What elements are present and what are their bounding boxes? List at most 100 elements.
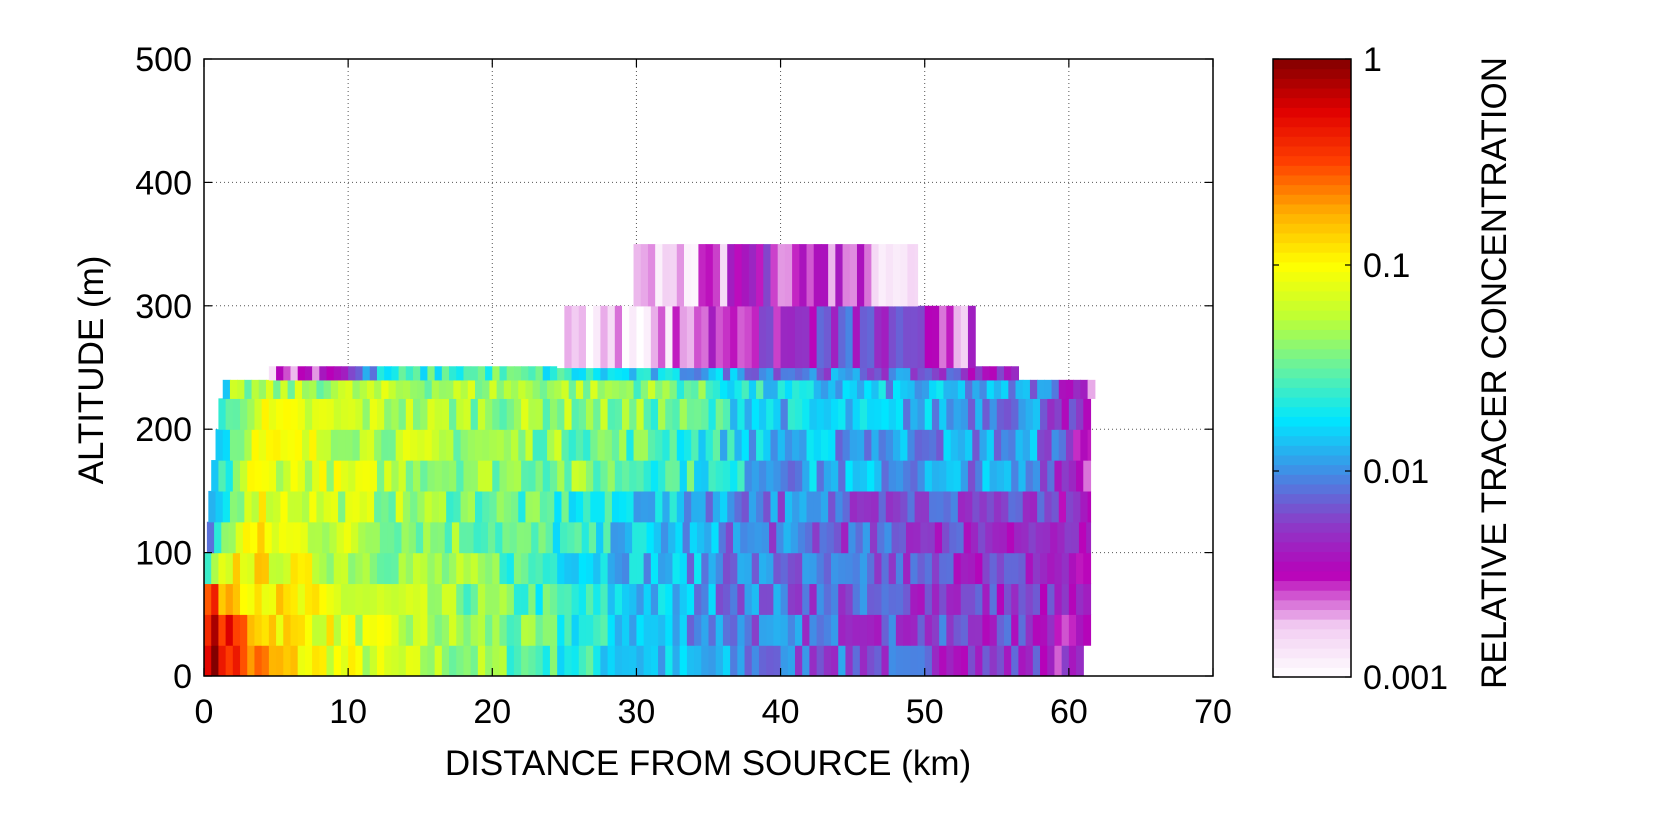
- heatmap-cell: [485, 614, 493, 646]
- heatmap-cell: [622, 583, 630, 615]
- heatmap-cell: [564, 645, 573, 676]
- heatmap-cell: [405, 398, 414, 430]
- heatmap-cell: [748, 244, 757, 307]
- heatmap-cell: [895, 460, 904, 492]
- heatmap-cell: [309, 379, 318, 399]
- colorbar-segment: [1273, 474, 1351, 485]
- heatmap-cell: [506, 460, 515, 492]
- heatmap-cell: [376, 645, 385, 676]
- heatmap-cell: [633, 429, 642, 461]
- heatmap-cell: [1003, 366, 1012, 381]
- heatmap-cell: [578, 614, 587, 646]
- heatmap-cell: [470, 583, 479, 615]
- heatmap-cell: [466, 521, 475, 554]
- heatmap-cell: [691, 490, 700, 523]
- heatmap-cell: [867, 645, 875, 676]
- heatmap-cell: [463, 583, 472, 615]
- heatmap-cell: [593, 460, 601, 492]
- heatmap-cell: [758, 460, 767, 492]
- heatmap-cell: [996, 583, 1005, 615]
- heatmap-cell: [1078, 521, 1087, 554]
- heatmap-cell: [538, 521, 547, 554]
- heatmap-cell: [395, 429, 404, 461]
- heatmap-cell: [456, 552, 465, 585]
- heatmap-cell: [885, 490, 894, 523]
- heatmap-cell: [856, 379, 865, 399]
- plot-frame: [203, 58, 1214, 677]
- heatmap-cell: [730, 552, 738, 585]
- heatmap-cell: [302, 429, 310, 461]
- heatmap-cell: [730, 583, 738, 615]
- heatmap-cell: [776, 521, 785, 554]
- heatmap-cell: [521, 366, 529, 381]
- heatmap-cell: [982, 583, 991, 615]
- heatmap-cell: [893, 490, 901, 523]
- heatmap-cell: [849, 379, 858, 399]
- heatmap-cell: [737, 366, 746, 381]
- heatmap-cell: [1054, 398, 1063, 430]
- heatmap-cell: [225, 398, 234, 430]
- heatmap-cell: [845, 460, 854, 492]
- heatmap-cell: [914, 429, 923, 461]
- heatmap-cell: [831, 645, 839, 676]
- colorbar-segment: [1273, 319, 1351, 330]
- heatmap-cell: [676, 379, 685, 399]
- heatmap-cell: [338, 429, 346, 461]
- heatmap-cell: [1076, 583, 1084, 615]
- heatmap-cell: [636, 460, 645, 492]
- heatmap-cell: [359, 429, 368, 461]
- heatmap-cell: [1001, 379, 1009, 399]
- heatmap-cell: [828, 244, 836, 307]
- heatmap-cell: [679, 645, 688, 676]
- heatmap-cell: [967, 583, 976, 615]
- heatmap-cell: [614, 552, 623, 585]
- heatmap-cell: [379, 521, 388, 554]
- heatmap-cell: [459, 521, 467, 554]
- heatmap-cell: [1061, 583, 1070, 615]
- heatmap-cell: [575, 490, 584, 523]
- heatmap-cell: [307, 521, 316, 554]
- heatmap-cell: [950, 490, 959, 523]
- heatmap-cell: [590, 490, 599, 523]
- heatmap-cell: [225, 583, 234, 615]
- heatmap-cell: [1068, 398, 1077, 430]
- heatmap-cell: [1068, 614, 1077, 646]
- heatmap-cell: [878, 490, 887, 523]
- heatmap-cell: [247, 645, 256, 676]
- heatmap-cell: [423, 521, 431, 554]
- heatmap-cell: [413, 614, 421, 646]
- heatmap-cell: [489, 379, 498, 399]
- heatmap-cell: [917, 614, 926, 646]
- heatmap-cell: [518, 429, 527, 461]
- heatmap-cell: [730, 460, 738, 492]
- heatmap-cell: [254, 614, 263, 646]
- heatmap-cell: [856, 244, 865, 307]
- heatmap-cell: [312, 583, 320, 615]
- heatmap-cell: [751, 552, 760, 585]
- heatmap-cell: [669, 379, 678, 399]
- heatmap-cell: [953, 614, 962, 646]
- heatmap-cell: [384, 460, 392, 492]
- heatmap-cell: [859, 366, 868, 381]
- colorbar-segment: [1273, 145, 1351, 157]
- heatmap-cell: [737, 305, 746, 369]
- heatmap-cell: [797, 521, 806, 554]
- heatmap-cell: [513, 583, 522, 615]
- heatmap-cell: [957, 379, 966, 399]
- heatmap-cell: [302, 379, 310, 399]
- heatmap-cell: [694, 614, 702, 646]
- heatmap-cell: [881, 305, 890, 369]
- heatmap-cell: [513, 398, 522, 430]
- heatmap-cell: [314, 521, 323, 554]
- heatmap-cell: [921, 429, 930, 461]
- y-tick-label: 500: [135, 41, 192, 79]
- heatmap-cell: [1044, 379, 1053, 399]
- heatmap-cell: [730, 398, 738, 430]
- colorbar-segment: [1273, 435, 1351, 446]
- heatmap-cell: [893, 244, 901, 307]
- heatmap-cell: [391, 583, 400, 615]
- heatmap-cell: [417, 379, 426, 399]
- colorbar-segment: [1273, 136, 1351, 147]
- heatmap-cell: [499, 645, 508, 676]
